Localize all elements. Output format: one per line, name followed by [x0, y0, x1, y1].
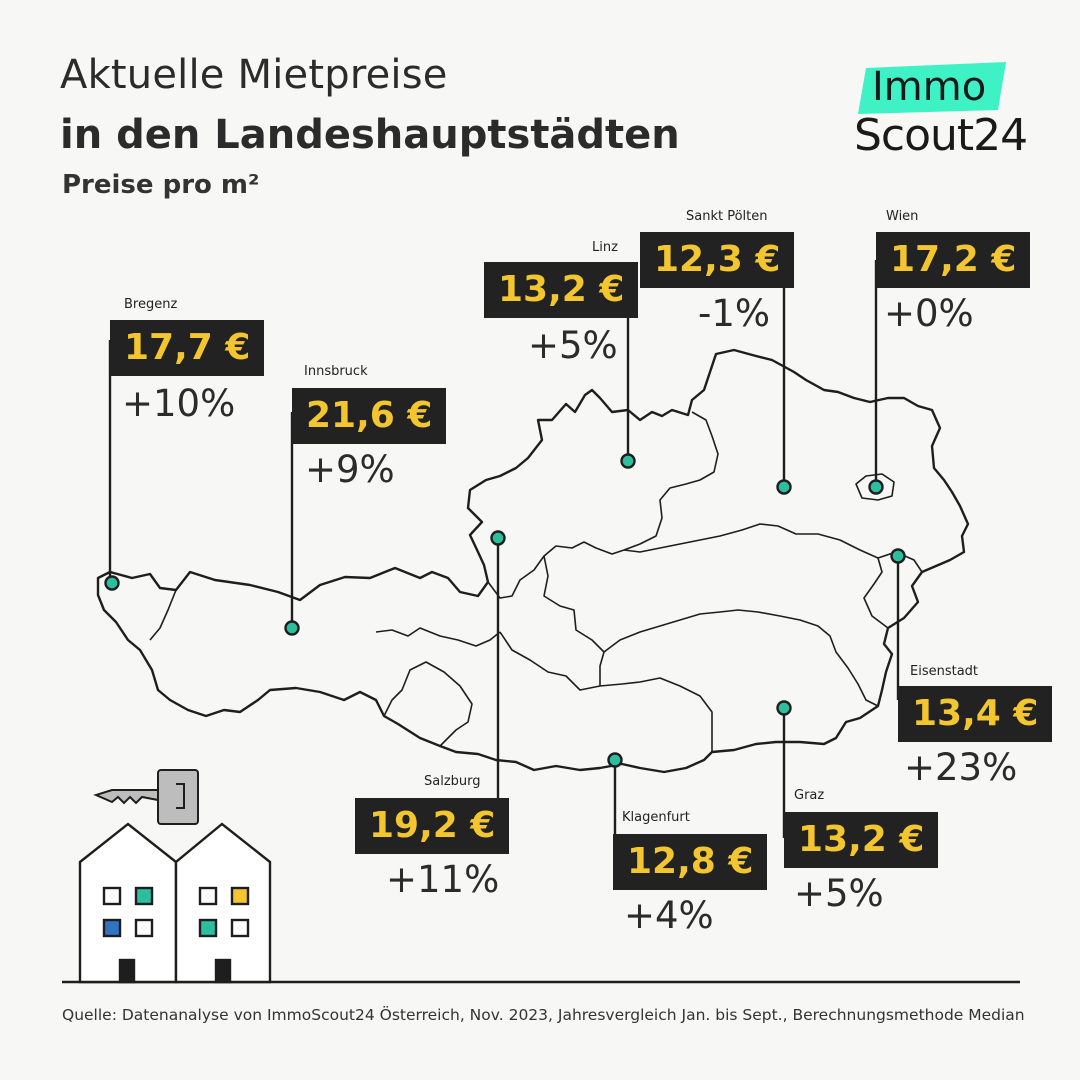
price-bregenz: 17,7 € [110, 320, 265, 376]
state-borders [149, 411, 923, 752]
title-line-2: in den Landeshauptstädten [60, 112, 680, 158]
price-eisenstadt: 13,4 € [898, 686, 1053, 742]
logo-accent-shape [858, 62, 1006, 114]
marker-wien [868, 479, 884, 495]
price-salzburg: 19,2 € [355, 798, 510, 854]
city-name-bregenz: Bregenz [124, 297, 178, 312]
change-salzburg: +11% [386, 858, 500, 901]
marker-innsbruck [284, 620, 300, 636]
austria-outline [96, 348, 970, 774]
change-graz: +5% [794, 872, 884, 915]
key-icon [93, 769, 199, 825]
city-name-wien: Wien [886, 209, 919, 224]
price-graz: 13,2 € [784, 812, 939, 868]
city-name-graz: Graz [794, 788, 825, 803]
house-icon [78, 822, 178, 984]
change-klagenfurt: +4% [624, 894, 714, 937]
city-name-linz: Linz [592, 240, 618, 255]
house-icon [174, 822, 272, 984]
marker-eisenstadt [890, 548, 906, 564]
city-name-sankt-poelten: Sankt Pölten [686, 209, 768, 224]
city-name-eisenstadt: Eisenstadt [910, 664, 979, 679]
change-innsbruck: +9% [305, 448, 395, 491]
leader-lines [108, 260, 900, 860]
marker-klagenfurt [607, 752, 623, 768]
change-eisenstadt: +23% [904, 746, 1018, 789]
logo-text-bottom: Scout24 [854, 110, 1028, 161]
price-innsbruck: 21,6 € [292, 388, 447, 444]
change-bregenz: +10% [122, 382, 236, 425]
marker-sankt-poelten [776, 479, 792, 495]
marker-bregenz [104, 575, 120, 591]
price-wien: 17,2 € [876, 232, 1031, 288]
marker-salzburg [490, 530, 506, 546]
immoscout24-logo: Immo Scout24 [848, 58, 1028, 168]
source-note: Quelle: Datenanalyse von ImmoScout24 Öst… [62, 1006, 1025, 1024]
change-sankt-poelten: -1% [698, 292, 771, 335]
city-name-klagenfurt: Klagenfurt [622, 810, 690, 825]
change-wien: +0% [884, 292, 974, 335]
price-sankt-poelten: 12,3 € [640, 232, 795, 288]
city-name-innsbruck: Innsbruck [304, 364, 368, 379]
price-linz: 13,2 € [484, 262, 639, 318]
title-line-1: Aktuelle Mietpreise [60, 52, 448, 98]
subtitle: Preise pro m² [62, 170, 260, 200]
marker-graz [776, 700, 792, 716]
city-name-salzburg: Salzburg [424, 774, 481, 789]
price-klagenfurt: 12,8 € [613, 834, 768, 890]
marker-linz [620, 453, 636, 469]
logo-text-top: Immo [872, 64, 987, 110]
change-linz: +5% [528, 324, 618, 367]
